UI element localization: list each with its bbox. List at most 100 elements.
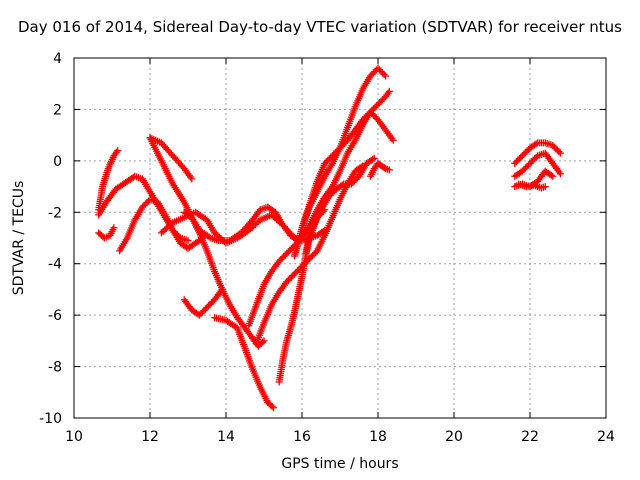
data-point-marker — [206, 300, 214, 308]
data-point-marker — [369, 155, 377, 163]
data-point-marker — [531, 155, 539, 163]
data-point-marker — [328, 190, 336, 198]
data-point-marker — [555, 148, 563, 156]
data-point-marker — [359, 116, 367, 124]
data-point-marker — [218, 285, 226, 293]
data-point-marker — [521, 164, 529, 172]
y-tick-label: 4 — [53, 51, 62, 67]
data-point-marker — [284, 276, 292, 284]
y-axis-label: SDTVAR / TECUs — [11, 180, 27, 296]
data-point-marker — [169, 226, 177, 234]
data-point-marker — [281, 251, 289, 259]
data-point-marker — [371, 67, 379, 75]
series-track-9 — [180, 285, 226, 319]
data-point-marker — [549, 141, 557, 149]
data-point-marker — [382, 72, 390, 80]
data-point-marker — [287, 273, 295, 281]
data-point-marker — [374, 100, 382, 108]
y-tick-label: -4 — [48, 257, 62, 273]
data-point-marker — [114, 147, 122, 155]
data-point-marker — [268, 402, 276, 410]
data-point-marker — [201, 305, 209, 313]
series-track-10 — [211, 314, 277, 412]
data-point-marker — [553, 146, 561, 154]
data-point-marker — [523, 163, 531, 171]
series-track-19 — [511, 149, 564, 180]
x-tick-label: 10 — [65, 429, 83, 445]
data-point-marker — [532, 140, 540, 148]
data-point-marker — [203, 303, 211, 311]
data-point-marker — [363, 111, 371, 119]
data-point-marker — [275, 257, 283, 265]
data-point-marker — [322, 158, 330, 166]
data-point-marker — [380, 164, 388, 172]
data-point-marker — [549, 172, 557, 180]
x-tick-label: 24 — [597, 429, 615, 445]
data-point-marker — [366, 108, 374, 116]
data-point-marker — [370, 154, 378, 162]
data-point-marker — [512, 158, 520, 166]
data-point-marker — [260, 337, 268, 345]
x-tick-label: 12 — [141, 429, 159, 445]
data-point-marker — [259, 338, 267, 346]
plot-frame — [73, 57, 607, 419]
data-point-marker — [289, 272, 297, 280]
data-point-marker — [385, 166, 393, 174]
series-track-15 — [298, 64, 390, 232]
y-tick-label: -2 — [48, 205, 62, 221]
series-track-21 — [515, 180, 549, 192]
data-point-marker — [376, 66, 384, 74]
data-point-marker — [376, 99, 384, 107]
data-point-marker — [541, 183, 549, 191]
data-point-marker — [326, 191, 334, 199]
data-point-marker — [524, 161, 532, 169]
data-point-marker — [528, 158, 536, 166]
data-point-marker — [110, 224, 118, 232]
data-point-marker — [205, 302, 213, 310]
data-point-marker — [286, 246, 294, 254]
data-point-marker — [307, 253, 315, 261]
data-point-marker — [329, 188, 337, 196]
series-track-18 — [511, 139, 564, 167]
data-point-marker — [552, 145, 560, 153]
data-point-marker — [523, 147, 531, 155]
x-tick-label: 18 — [369, 429, 387, 445]
x-tick-label: 14 — [217, 429, 235, 445]
y-tick-label: -8 — [48, 360, 62, 376]
data-point-marker — [277, 256, 285, 264]
data-point-marker — [319, 207, 327, 215]
data-series — [95, 64, 564, 412]
data-point-marker — [325, 193, 333, 201]
data-point-marker — [368, 70, 376, 78]
data-point-marker — [140, 202, 148, 210]
series-track-8 — [180, 203, 302, 245]
y-tick-label: 2 — [53, 102, 62, 118]
data-point-marker — [316, 210, 324, 218]
data-point-marker — [372, 102, 380, 110]
data-point-marker — [556, 170, 564, 178]
data-point-marker — [368, 110, 376, 118]
data-point-marker — [170, 228, 178, 236]
data-point-marker — [369, 111, 377, 119]
data-point-marker — [321, 206, 329, 214]
data-point-marker — [556, 149, 564, 157]
y-tick-label: 0 — [53, 154, 62, 170]
data-point-marker — [547, 171, 555, 179]
data-point-marker — [325, 155, 333, 163]
data-point-marker — [197, 310, 205, 318]
data-point-marker — [371, 113, 379, 121]
data-point-marker — [366, 72, 374, 80]
data-point-marker — [318, 209, 326, 217]
data-point-marker — [195, 311, 203, 319]
data-point-marker — [369, 69, 377, 77]
series-track-17 — [366, 159, 393, 180]
grid-lines — [74, 58, 606, 418]
data-point-marker — [514, 156, 522, 164]
data-point-marker — [290, 270, 298, 278]
data-point-marker — [198, 308, 206, 316]
data-point-marker — [205, 233, 213, 241]
data-point-marker — [550, 143, 558, 151]
data-point-marker — [385, 87, 393, 95]
series-track-2 — [95, 224, 118, 242]
